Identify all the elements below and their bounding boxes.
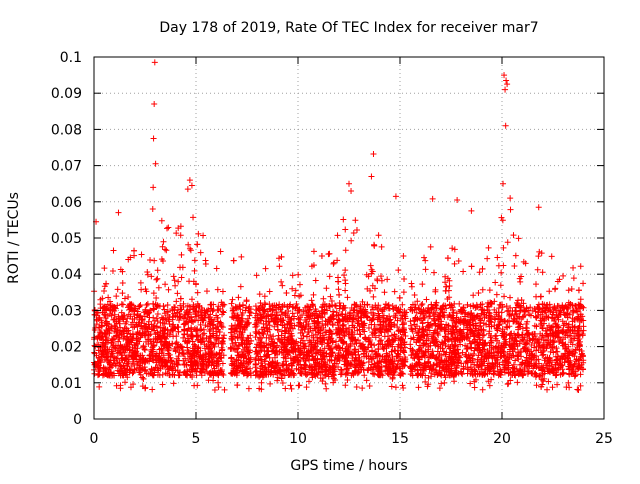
- chart-background: [0, 0, 640, 480]
